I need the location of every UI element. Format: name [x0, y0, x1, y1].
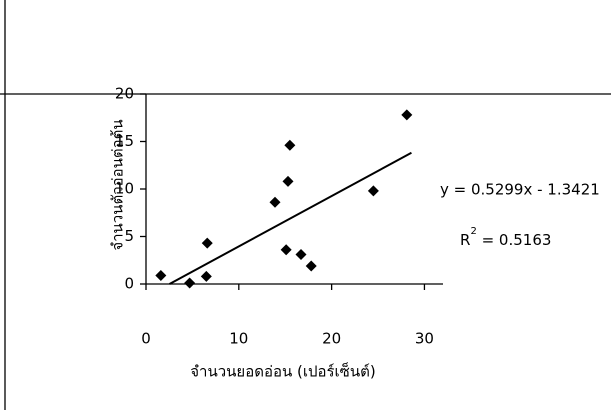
point [155, 270, 166, 281]
y-tick-label: 15 [115, 132, 134, 150]
y-tick-label: 10 [115, 180, 134, 198]
point [270, 197, 281, 208]
x-tick-label: 20 [322, 330, 341, 348]
point [306, 260, 317, 271]
point [201, 271, 212, 282]
x-tick-label: 10 [229, 330, 248, 348]
point [295, 249, 306, 260]
y-tick-label: 20 [115, 85, 134, 103]
point [283, 176, 294, 187]
chart: จำนวนตัวอ่อนต่อต้น จำนวนยอดอ่อน (เปอร์เซ… [0, 0, 611, 410]
y-tick-label: 0 [124, 275, 134, 293]
equation: y = 0.5299x - 1.3421 [440, 181, 600, 199]
r-base: R [460, 231, 470, 249]
r-squared: R2 = 0.5163 [460, 226, 551, 249]
y-tick-label: 5 [124, 227, 134, 245]
point [284, 140, 295, 151]
point [368, 185, 379, 196]
x-tick-label: 0 [141, 330, 151, 348]
point [184, 278, 195, 289]
r-rest: = 0.5163 [477, 231, 552, 249]
point [281, 244, 292, 255]
x-axis-label: จำนวนยอดอ่อน (เปอร์เซ็นต์) [190, 362, 375, 381]
x-tick-label: 30 [415, 330, 434, 348]
point [202, 238, 213, 249]
point [401, 109, 412, 120]
trendline [170, 153, 412, 284]
